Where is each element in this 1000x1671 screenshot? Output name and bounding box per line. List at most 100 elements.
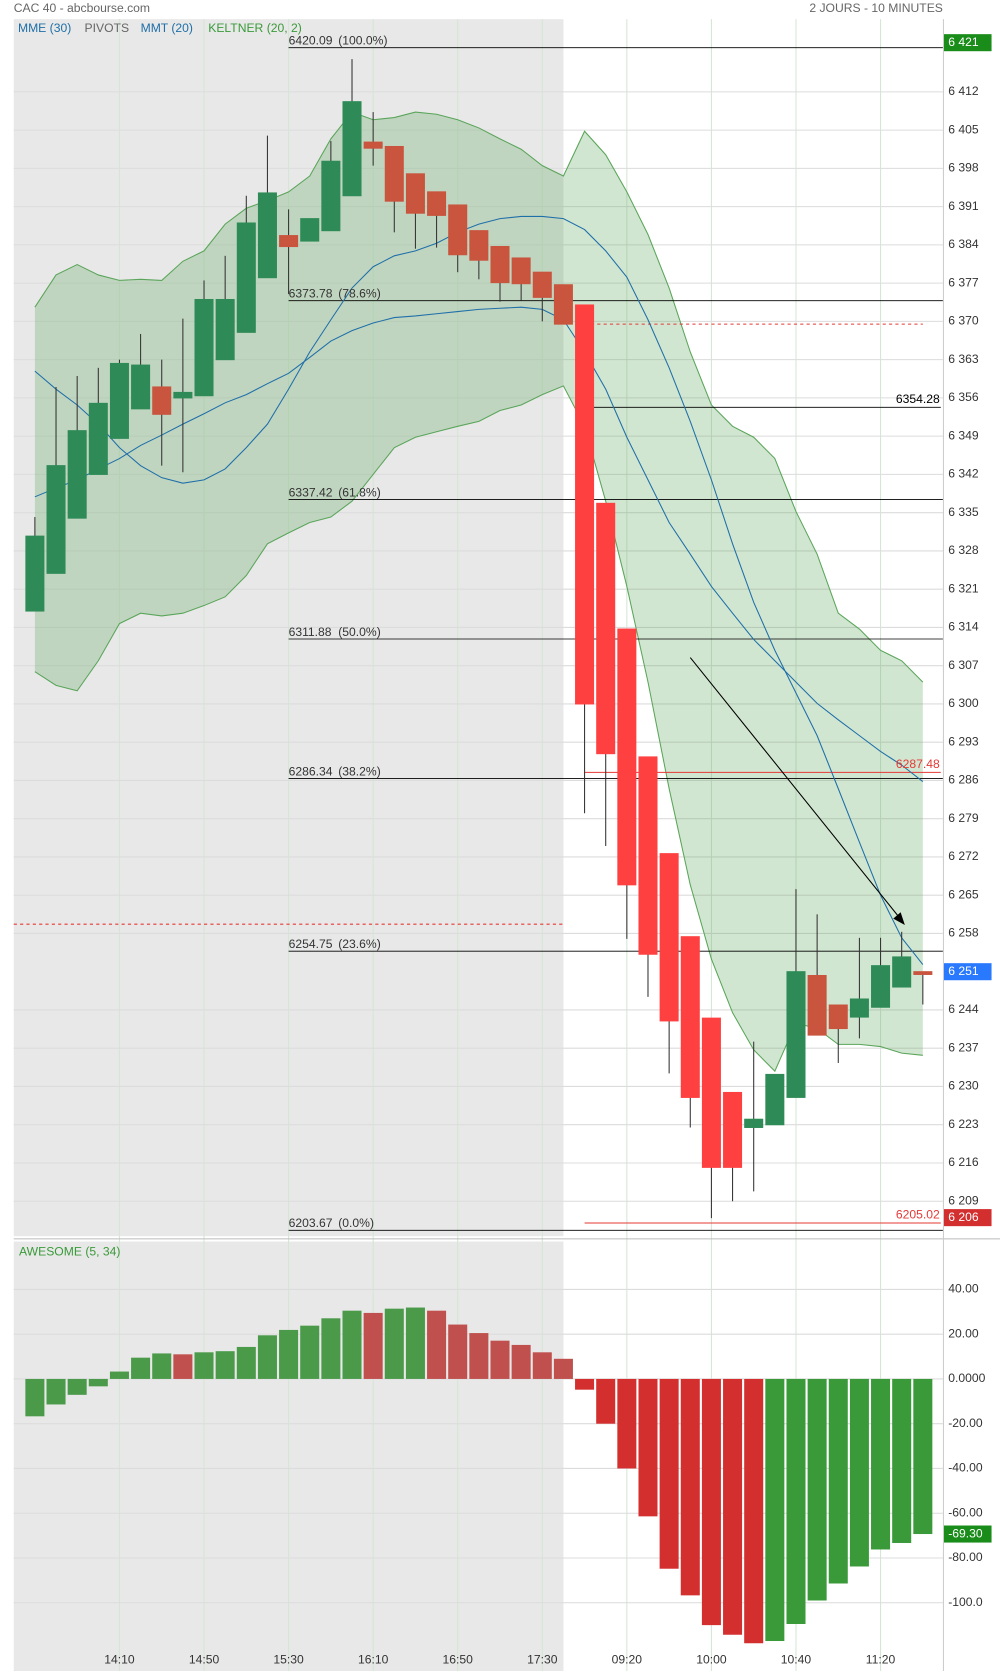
bar bbox=[25, 1378, 45, 1417]
y-tick-label: 6 216 bbox=[948, 1155, 979, 1169]
candle-body bbox=[701, 1017, 721, 1168]
bar bbox=[88, 1378, 108, 1387]
bar bbox=[215, 1351, 235, 1379]
bar bbox=[342, 1310, 362, 1379]
candle-body bbox=[448, 204, 468, 256]
bar bbox=[67, 1378, 87, 1395]
y-tick-label: 6 370 bbox=[948, 314, 979, 328]
y-tick-label: 6 384 bbox=[948, 237, 979, 251]
y-tick-label: 0.0000 bbox=[948, 1371, 985, 1385]
y-tick-label: -20.00 bbox=[948, 1416, 983, 1430]
bar bbox=[871, 1378, 891, 1550]
y-tick-label: 6 342 bbox=[948, 467, 979, 481]
candle-body bbox=[384, 145, 404, 202]
x-tick-label: 11:20 bbox=[866, 1653, 896, 1667]
keltner-fill bbox=[34, 112, 923, 1072]
y-tick-label: 6 230 bbox=[948, 1079, 979, 1093]
keltner-upper bbox=[34, 111, 924, 683]
legend-entry: MME (30) bbox=[18, 21, 71, 35]
bar bbox=[849, 1378, 869, 1567]
fib-price: 6337.42 bbox=[289, 485, 333, 499]
fib-price: 6286.34 bbox=[289, 764, 333, 778]
candle-body bbox=[67, 430, 87, 519]
y-tick-label: 6 377 bbox=[948, 275, 979, 289]
period: 2 JOURS - 10 MINUTES bbox=[809, 1, 943, 15]
y-tick-label: 6 412 bbox=[948, 84, 979, 98]
y-tick-label: 6 398 bbox=[948, 161, 979, 175]
price-badge-label: 6 251 bbox=[948, 964, 979, 978]
bar bbox=[363, 1312, 383, 1379]
bar bbox=[553, 1358, 573, 1379]
fib-percent: (61.8%) bbox=[338, 485, 381, 499]
grid bbox=[13, 19, 943, 1671]
bar bbox=[532, 1352, 552, 1379]
keltner-lower bbox=[34, 385, 923, 1073]
y-tick-label: 6 223 bbox=[948, 1117, 979, 1131]
price-badge-label: 6 206 bbox=[948, 1210, 979, 1224]
y-tick-label: 6 349 bbox=[948, 428, 979, 442]
candle-body bbox=[532, 271, 552, 298]
bar bbox=[701, 1378, 721, 1626]
x-tick-label: 09:20 bbox=[612, 1653, 643, 1667]
bar bbox=[279, 1329, 299, 1379]
y-tick-label: 6 405 bbox=[948, 122, 979, 136]
y-tick-label: 40.00 bbox=[948, 1282, 979, 1296]
legend-entry: KELTNER (20, 2) bbox=[208, 21, 302, 35]
candle-body bbox=[427, 191, 447, 216]
bar bbox=[384, 1308, 404, 1379]
x-tick-label: 10:00 bbox=[696, 1653, 727, 1667]
candle-body bbox=[575, 304, 595, 705]
fib-percent: (78.6%) bbox=[338, 287, 381, 301]
bar bbox=[321, 1318, 341, 1379]
candle-body bbox=[321, 160, 341, 232]
candle-body bbox=[744, 1118, 764, 1128]
y-tick-label: 6 363 bbox=[948, 352, 979, 366]
price-line-label: 6287.48 bbox=[896, 757, 940, 771]
bar bbox=[427, 1310, 447, 1379]
candle-body bbox=[236, 222, 256, 333]
bar bbox=[511, 1344, 531, 1379]
candle-body bbox=[131, 364, 151, 410]
y-tick-label: 6 209 bbox=[948, 1193, 979, 1207]
price-badge bbox=[943, 963, 992, 981]
fib-price: 6311.88 bbox=[289, 625, 332, 639]
bar bbox=[405, 1307, 425, 1379]
legend-entry: PIVOTS bbox=[85, 21, 130, 35]
bar bbox=[786, 1378, 806, 1625]
price-badge-label: 6 421 bbox=[948, 35, 979, 49]
candle-body bbox=[786, 971, 806, 1098]
candle-body bbox=[342, 101, 362, 197]
candle-body bbox=[88, 402, 108, 475]
bar bbox=[744, 1378, 764, 1644]
y-tick-label: -40.00 bbox=[948, 1461, 983, 1475]
fib-percent: (38.2%) bbox=[338, 764, 381, 778]
fib-price: 6373.78 bbox=[289, 287, 333, 301]
legend-entry: MMT (20) bbox=[141, 21, 193, 35]
bar bbox=[638, 1378, 658, 1517]
bar bbox=[828, 1378, 848, 1584]
candle-body bbox=[807, 974, 827, 1036]
y-tick-label: -100.0 bbox=[948, 1595, 983, 1609]
candle-body bbox=[659, 853, 679, 1022]
y-tick-label: 6 265 bbox=[948, 887, 979, 901]
fib-price: 6254.75 bbox=[289, 937, 333, 951]
bar bbox=[807, 1378, 827, 1601]
y-tick-label: 6 314 bbox=[948, 620, 979, 634]
bar bbox=[194, 1352, 214, 1379]
bar bbox=[659, 1378, 679, 1569]
candle-body bbox=[680, 936, 700, 1098]
candle-body bbox=[490, 245, 510, 284]
page-title: CAC 40 - abcbourse.com bbox=[14, 1, 150, 15]
candle-body bbox=[257, 192, 277, 279]
y-tick-label: 6 321 bbox=[948, 581, 979, 595]
y-tick-label: 6 293 bbox=[948, 734, 979, 748]
plot bbox=[13, 47, 943, 1644]
y-tick-label: 20.00 bbox=[948, 1326, 979, 1340]
bar bbox=[46, 1378, 66, 1405]
bar bbox=[257, 1335, 277, 1379]
bar bbox=[575, 1378, 595, 1390]
candle-body bbox=[46, 465, 66, 574]
price-badge bbox=[943, 34, 992, 52]
